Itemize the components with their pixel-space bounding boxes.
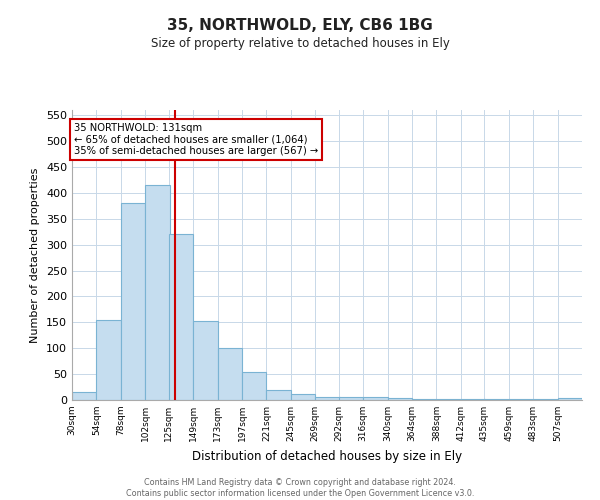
Bar [363,398,388,400]
Bar [72,392,97,400]
Y-axis label: Number of detached properties: Number of detached properties [31,168,40,342]
Bar [388,398,412,400]
Bar [97,320,121,400]
Bar [436,399,461,400]
Bar [291,394,315,400]
Bar [266,390,291,400]
Bar [315,398,340,400]
Bar [339,398,363,400]
Bar [484,399,509,400]
Text: 35, NORTHWOLD, ELY, CB6 1BG: 35, NORTHWOLD, ELY, CB6 1BG [167,18,433,32]
Bar [145,185,170,400]
Bar [121,203,145,400]
Bar [533,399,557,400]
Bar [193,321,218,400]
Bar [461,399,485,400]
Bar [412,399,436,400]
Bar [242,372,266,400]
Bar [557,398,582,400]
Bar [509,399,533,400]
Bar [218,348,242,400]
Text: Contains HM Land Registry data © Crown copyright and database right 2024.
Contai: Contains HM Land Registry data © Crown c… [126,478,474,498]
Bar [169,234,193,400]
Text: Size of property relative to detached houses in Ely: Size of property relative to detached ho… [151,38,449,51]
Text: 35 NORTHWOLD: 131sqm
← 65% of detached houses are smaller (1,064)
35% of semi-de: 35 NORTHWOLD: 131sqm ← 65% of detached h… [74,123,318,156]
X-axis label: Distribution of detached houses by size in Ely: Distribution of detached houses by size … [192,450,462,462]
